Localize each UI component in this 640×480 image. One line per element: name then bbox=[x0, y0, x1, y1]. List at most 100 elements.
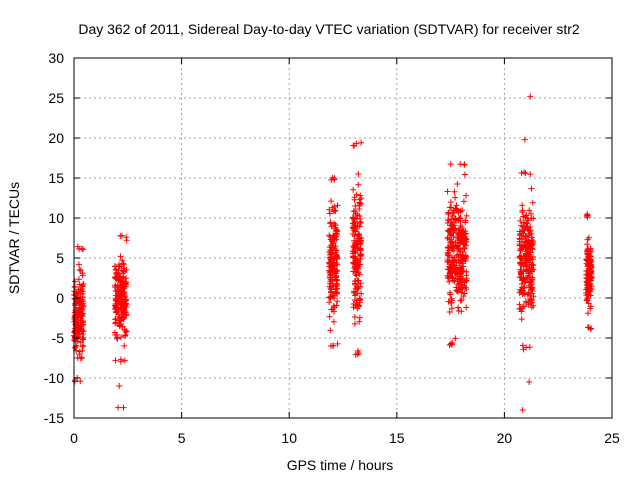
data-point bbox=[461, 171, 468, 178]
data-point bbox=[353, 257, 360, 264]
data-point bbox=[330, 308, 337, 315]
data-point bbox=[80, 336, 87, 343]
data-point bbox=[119, 302, 126, 309]
data-point bbox=[447, 161, 454, 168]
data-point bbox=[71, 309, 78, 316]
data-point bbox=[526, 268, 533, 275]
data-point bbox=[332, 268, 339, 275]
data-point bbox=[526, 230, 533, 237]
data-point bbox=[358, 195, 365, 202]
data-point bbox=[112, 288, 119, 295]
data-point bbox=[584, 236, 591, 243]
data-point bbox=[121, 327, 128, 334]
data-point bbox=[119, 298, 126, 305]
data-point bbox=[586, 260, 593, 267]
y-tick-label: -5 bbox=[52, 330, 65, 346]
data-point bbox=[458, 308, 465, 315]
data-point bbox=[113, 331, 120, 338]
data-point bbox=[329, 238, 336, 245]
data-point bbox=[80, 342, 87, 349]
data-point bbox=[517, 286, 524, 293]
data-point bbox=[123, 311, 130, 318]
y-tick-label: 0 bbox=[56, 290, 64, 306]
data-point bbox=[350, 142, 357, 149]
data-point bbox=[334, 340, 341, 347]
data-point bbox=[588, 325, 595, 332]
data-point bbox=[455, 284, 462, 291]
data-point bbox=[329, 174, 336, 181]
data-point bbox=[530, 302, 537, 309]
data-point bbox=[529, 246, 536, 253]
data-point bbox=[519, 287, 526, 294]
data-point bbox=[444, 188, 451, 195]
outlier-point bbox=[115, 404, 122, 411]
data-point bbox=[334, 298, 341, 305]
data-point bbox=[519, 207, 526, 214]
outlier-point bbox=[527, 93, 534, 100]
data-point bbox=[333, 247, 340, 254]
data-point bbox=[588, 263, 595, 270]
data-point bbox=[357, 280, 364, 287]
data-point bbox=[517, 230, 524, 237]
data-point bbox=[444, 234, 451, 241]
data-point bbox=[351, 232, 358, 239]
x-tick-label: 20 bbox=[497, 430, 513, 446]
data-point bbox=[122, 312, 129, 319]
data-point bbox=[115, 311, 122, 318]
data-point bbox=[334, 289, 341, 296]
data-point bbox=[329, 264, 336, 271]
data-point bbox=[120, 273, 127, 280]
data-point bbox=[530, 293, 537, 300]
data-point bbox=[77, 378, 84, 385]
data-point bbox=[520, 262, 527, 269]
data-point bbox=[331, 269, 338, 276]
data-point bbox=[349, 248, 356, 255]
data-point bbox=[122, 281, 129, 288]
data-point bbox=[351, 320, 358, 327]
y-tick-label: 30 bbox=[48, 50, 64, 66]
data-point bbox=[330, 302, 337, 309]
data-point bbox=[530, 215, 537, 222]
data-point bbox=[114, 335, 121, 342]
data-point bbox=[585, 310, 592, 317]
data-point bbox=[526, 240, 533, 247]
y-tick-label: 5 bbox=[56, 250, 64, 266]
data-point bbox=[458, 266, 465, 273]
data-point bbox=[457, 214, 464, 221]
data-point bbox=[80, 321, 87, 328]
data-point bbox=[448, 216, 455, 223]
data-point bbox=[116, 317, 123, 324]
data-point bbox=[350, 224, 357, 231]
data-point bbox=[355, 181, 362, 188]
x-tick-label: 5 bbox=[178, 430, 186, 446]
data-point bbox=[356, 318, 363, 325]
data-point bbox=[332, 243, 339, 250]
data-point bbox=[524, 275, 531, 282]
data-point bbox=[452, 265, 459, 272]
data-point bbox=[527, 171, 534, 178]
data-point bbox=[449, 221, 456, 228]
data-point bbox=[75, 332, 82, 339]
data-point bbox=[459, 226, 466, 233]
data-point bbox=[444, 217, 451, 224]
chart-title: Day 362 of 2011, Sidereal Day-to-day VTE… bbox=[78, 21, 580, 37]
data-point bbox=[525, 255, 532, 262]
data-point bbox=[522, 251, 529, 258]
data-point bbox=[447, 199, 454, 206]
data-point bbox=[117, 358, 124, 365]
data-point bbox=[462, 217, 469, 224]
data-point bbox=[449, 246, 456, 253]
data-point bbox=[458, 297, 465, 304]
y-tick-label: -10 bbox=[44, 370, 64, 386]
y-tick-label: -15 bbox=[44, 410, 64, 426]
data-point bbox=[528, 304, 535, 311]
data-point bbox=[118, 284, 125, 291]
data-point bbox=[331, 220, 338, 227]
data-point bbox=[457, 222, 464, 229]
data-point bbox=[463, 304, 470, 311]
data-point bbox=[79, 347, 86, 354]
data-point bbox=[119, 323, 126, 330]
data-point bbox=[330, 232, 337, 239]
data-point bbox=[76, 245, 83, 252]
data-point bbox=[329, 250, 336, 257]
